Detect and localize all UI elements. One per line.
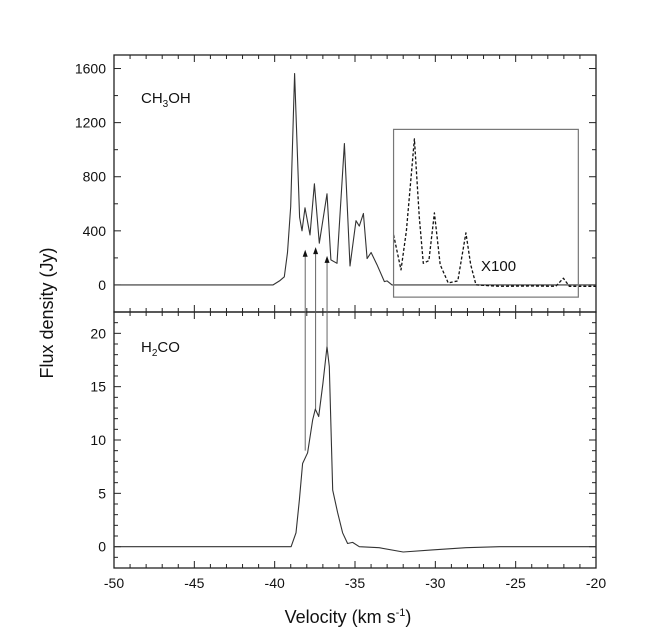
arrows-group — [302, 247, 330, 451]
plot-frame — [113, 311, 597, 569]
inset-box — [392, 128, 579, 298]
y-tick-label: 20 — [90, 325, 106, 341]
y-tick-label: 15 — [90, 379, 106, 395]
h2co-label: H2CO — [141, 339, 180, 359]
x-tick-label: -45 — [184, 575, 204, 591]
y-axis-label: Flux density (Jy) — [37, 247, 57, 378]
x-tick-label: -35 — [345, 575, 365, 591]
y-tick-label: 0 — [98, 277, 106, 293]
y-tick-label: 1600 — [75, 61, 106, 77]
y-tick-label: 10 — [90, 432, 106, 448]
y-tick-label: 1200 — [75, 115, 106, 131]
x100-annotation: X100 — [481, 258, 516, 275]
arrow-head-icon — [324, 255, 330, 263]
y-tick-label: 0 — [98, 539, 106, 555]
series-line-ch3oh — [114, 72, 596, 286]
y-tick-label: 5 — [98, 485, 106, 501]
ch3oh-label: CH3OH — [141, 90, 191, 110]
x-tick-label: -20 — [586, 575, 606, 591]
x-tick-label: -30 — [425, 575, 445, 591]
series-line-h2co — [114, 346, 596, 553]
x-axis-label: Velocity (km s-1) — [285, 607, 412, 627]
x-tick-label: -40 — [265, 575, 285, 591]
y-tick-label: 800 — [83, 169, 107, 185]
series-line-x100-dashed — [392, 138, 596, 287]
arrow-head-icon — [302, 249, 308, 257]
arrow-head-icon — [313, 247, 319, 255]
x-tick-label: -25 — [506, 575, 526, 591]
y-tick-label: 400 — [83, 223, 107, 239]
bottom-panel-h2co: 0 5 10 15 20 -50 -45 -40 -35 -30 -25 -20 — [90, 311, 606, 591]
x-tick-label: -50 — [104, 575, 124, 591]
